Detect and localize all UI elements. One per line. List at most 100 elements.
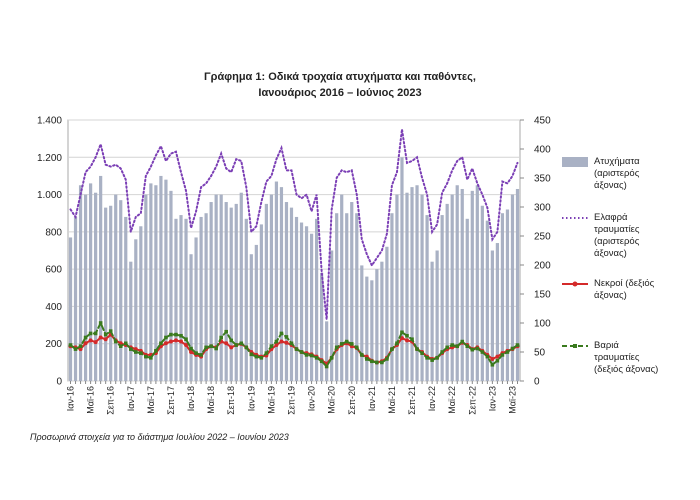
marker [425,356,429,360]
marker [163,341,168,346]
y2-tick-label: 250 [534,232,551,243]
bar [395,194,399,381]
marker [199,353,203,357]
marker [515,343,520,347]
marker [169,332,173,337]
marker [224,341,229,346]
bar [124,216,128,381]
x-tick-label: Μαϊ-17 [146,386,156,414]
bar [83,194,88,381]
bar [495,243,500,381]
marker [93,331,98,336]
marker [179,339,183,344]
bar [360,265,364,381]
marker [420,351,424,355]
marker [174,332,178,337]
bar [440,215,444,381]
bar [435,250,439,381]
marker [259,356,264,360]
marker [149,356,153,360]
marker [440,350,444,354]
bar [470,190,474,381]
swatch-marker [572,281,578,287]
marker [184,343,189,348]
marker [118,344,123,348]
bar [234,203,238,381]
x-tick-label: Μαϊ-22 [447,386,457,414]
x-tick-label: Ιαν-22 [427,386,437,411]
bar [219,194,223,381]
bar [350,202,354,381]
marker [329,356,334,360]
legend-swatch [562,344,588,348]
x-tick-label: Μαϊ-16 [86,386,96,414]
marker [68,343,73,347]
bar [214,194,218,381]
y2-tick-label: 450 [534,116,551,127]
marker [98,335,103,340]
bar [445,203,449,381]
bar [239,192,243,381]
bar [375,269,379,381]
bar [405,192,409,381]
x-tick-label: Σεπ-19 [286,386,296,415]
bar [335,213,339,381]
marker [179,333,183,338]
marker [485,354,490,359]
bar [289,207,294,381]
x-tick-label: Σεπ-16 [106,386,116,415]
marker [269,344,274,348]
bar [420,194,424,381]
y2-tick-label: 300 [534,203,551,214]
bar [390,213,394,381]
bar [154,185,158,381]
x-tick-label: Ιαν-17 [126,386,136,411]
x-tick-label: Ιαν-18 [186,386,196,411]
marker [219,335,223,340]
bar [450,194,454,381]
bar [510,194,515,381]
bar [430,261,434,381]
bar [455,185,459,381]
marker [405,333,409,338]
y2-tick-label: 200 [534,261,551,272]
bar [129,261,133,381]
marker [370,359,374,364]
bar [480,205,484,381]
marker [103,337,108,342]
marker [93,340,98,345]
marker [133,347,138,352]
x-tick-label: Σεπ-22 [467,386,477,415]
bar [144,194,148,381]
swatch-marker [573,344,577,348]
marker [78,347,83,352]
marker [274,343,279,348]
legend-label: Νεκροί (δεξιός άξονας) [594,278,655,301]
marker [103,332,108,337]
marker [204,345,208,350]
marker [108,329,113,333]
marker [410,337,414,342]
bar [159,175,163,381]
bar [254,244,258,381]
marker [284,335,289,339]
marker [309,353,314,358]
marker [324,364,329,369]
bar [279,187,284,381]
bar [485,220,489,381]
bar [500,213,505,381]
marker [184,337,188,342]
legend-entry: Ατυχήματα (αριστερός άξονας) [560,156,690,192]
marker [375,360,379,365]
x-tick-label: Μαϊ-23 [507,386,517,414]
bar [209,202,213,381]
marker [123,341,128,346]
bar [385,246,389,381]
x-tick-label: Ιαν-21 [367,386,377,411]
y2-tick-label: 150 [534,290,551,301]
marker [480,350,485,354]
marker [500,353,505,357]
bar [199,216,203,381]
bar [259,224,263,381]
